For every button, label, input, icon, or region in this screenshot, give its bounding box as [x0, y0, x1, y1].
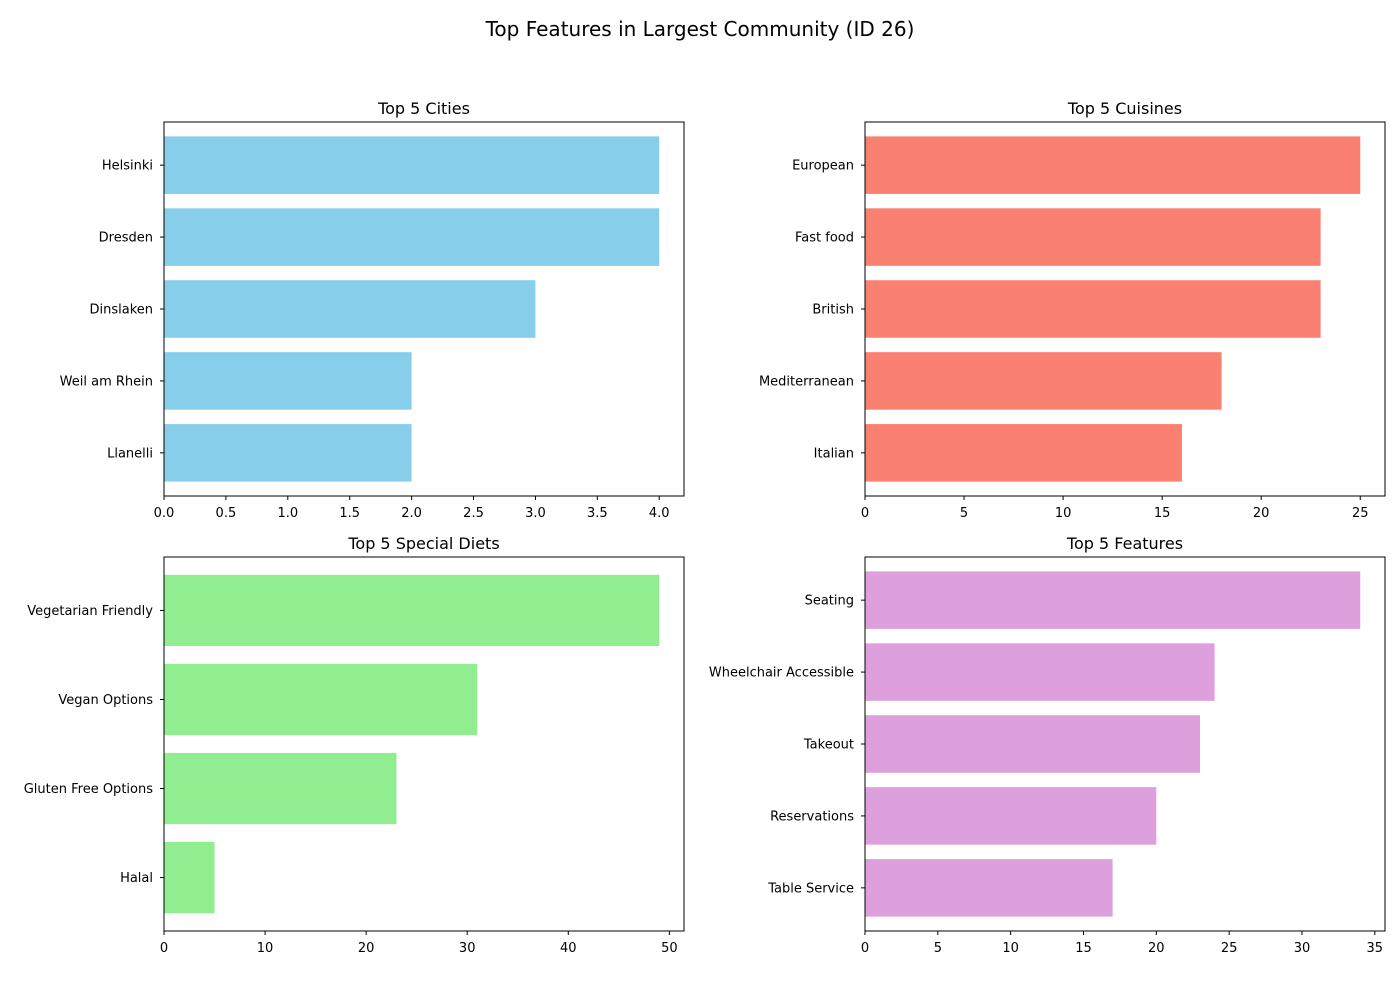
- y-tick-label: Gluten Free Options: [24, 782, 153, 797]
- subplot-title-features: Top 5 Features: [1066, 534, 1183, 553]
- bar-italian: [865, 424, 1182, 482]
- bar-vegetarian-friendly: [164, 574, 660, 647]
- bar-reservations: [865, 787, 1157, 845]
- y-tick-label: Italian: [814, 446, 854, 461]
- bar-llanelli: [164, 424, 412, 482]
- bar-dresden: [164, 208, 660, 266]
- x-tick-label: 0: [861, 941, 869, 956]
- plot-frame: [163, 121, 685, 497]
- subplot-cities: Top 5 Cities Helsinki Dresden Dinslaken Weil…: [60, 99, 685, 521]
- x-tick-label: 30: [459, 941, 476, 956]
- bar-european: [865, 136, 1361, 194]
- x-tick-label: 0.5: [216, 506, 237, 521]
- subplot-special-diets: Top 5 Special Diets Vegetarian Friendly Ve…: [24, 534, 685, 956]
- x-tick-label: 0: [160, 941, 168, 956]
- bar-table-service: [865, 859, 1113, 917]
- y-tick-label: Reservations: [770, 809, 854, 824]
- y-tick-label: Halal: [120, 871, 153, 886]
- x-tick-label: 0: [861, 506, 869, 521]
- x-tick-label: 10: [257, 941, 274, 956]
- x-tick-label: 3.0: [525, 506, 546, 521]
- bar-wheelchair-accessible: [865, 643, 1215, 701]
- y-tick-label: Vegetarian Friendly: [27, 604, 153, 619]
- bar-british: [865, 280, 1321, 338]
- subplot-features: Top 5 Features Seating Wheelchair Accessib…: [709, 534, 1386, 956]
- x-tick-label: 50: [661, 941, 678, 956]
- y-tick-label: Takeout: [803, 738, 854, 753]
- y-tick-label: European: [792, 159, 854, 174]
- bar-weil-am-rhein: [164, 352, 412, 410]
- y-tick-label: Dinslaken: [89, 303, 153, 318]
- x-tick-label: 5: [934, 941, 942, 956]
- plot-frame: [163, 556, 685, 932]
- bar-helsinki: [164, 136, 660, 194]
- x-tick-label: 35: [1367, 941, 1384, 956]
- y-tick-label: Mediterranean: [759, 374, 854, 389]
- x-tick-label: 3.5: [587, 506, 608, 521]
- x-tick-label: 10: [1055, 506, 1072, 521]
- bar-seating: [865, 571, 1361, 629]
- x-tick-label: 4.0: [649, 506, 670, 521]
- y-tick-label: Vegan Options: [58, 693, 153, 708]
- x-tick-label: 30: [1294, 941, 1311, 956]
- x-tick-label: 25: [1221, 941, 1238, 956]
- bar-fast-food: [865, 208, 1321, 266]
- y-tick-label: Seating: [805, 594, 854, 609]
- x-tick-label: 10: [1002, 941, 1019, 956]
- bar-takeout: [865, 715, 1201, 773]
- plot-frame: [864, 121, 1386, 497]
- x-tick-label: 20: [1148, 941, 1165, 956]
- x-tick-label: 2.0: [401, 506, 422, 521]
- bar-dinslaken: [164, 280, 536, 338]
- bar-mediterranean: [865, 352, 1222, 410]
- bar-halal: [164, 841, 215, 914]
- subplot-title-special-diets: Top 5 Special Diets: [347, 534, 499, 553]
- subplot-title-cuisines: Top 5 Cuisines: [1067, 99, 1182, 118]
- y-tick-label: Helsinki: [102, 159, 153, 174]
- x-tick-label: 0.0: [154, 506, 175, 521]
- y-tick-label: British: [812, 303, 854, 318]
- x-tick-label: 20: [1253, 506, 1270, 521]
- y-tick-label: Llanelli: [107, 446, 153, 461]
- y-tick-label: Dresden: [99, 231, 153, 246]
- y-tick-label: Wheelchair Accessible: [709, 666, 854, 681]
- bar-vegan-options: [164, 663, 478, 736]
- x-tick-label: 20: [358, 941, 375, 956]
- x-tick-label: 2.5: [463, 506, 484, 521]
- y-tick-label: Weil am Rhein: [60, 374, 153, 389]
- x-tick-label: 25: [1352, 506, 1369, 521]
- x-tick-label: 15: [1154, 506, 1171, 521]
- y-tick-label: Fast food: [795, 231, 854, 246]
- x-tick-label: 1.0: [277, 506, 298, 521]
- subplot-title-cities: Top 5 Cities: [377, 99, 470, 118]
- x-tick-label: 40: [560, 941, 577, 956]
- plot-frame: [864, 556, 1386, 932]
- bar-gluten-free-options: [164, 752, 397, 825]
- x-tick-label: 1.5: [339, 506, 360, 521]
- figure-title: Top Features in Largest Community (ID 26…: [485, 17, 915, 41]
- y-tick-label: Table Service: [767, 881, 854, 896]
- x-tick-label: 15: [1075, 941, 1092, 956]
- subplot-cuisines: Top 5 Cuisines European Fast food British Me…: [759, 99, 1386, 521]
- x-tick-label: 5: [960, 506, 968, 521]
